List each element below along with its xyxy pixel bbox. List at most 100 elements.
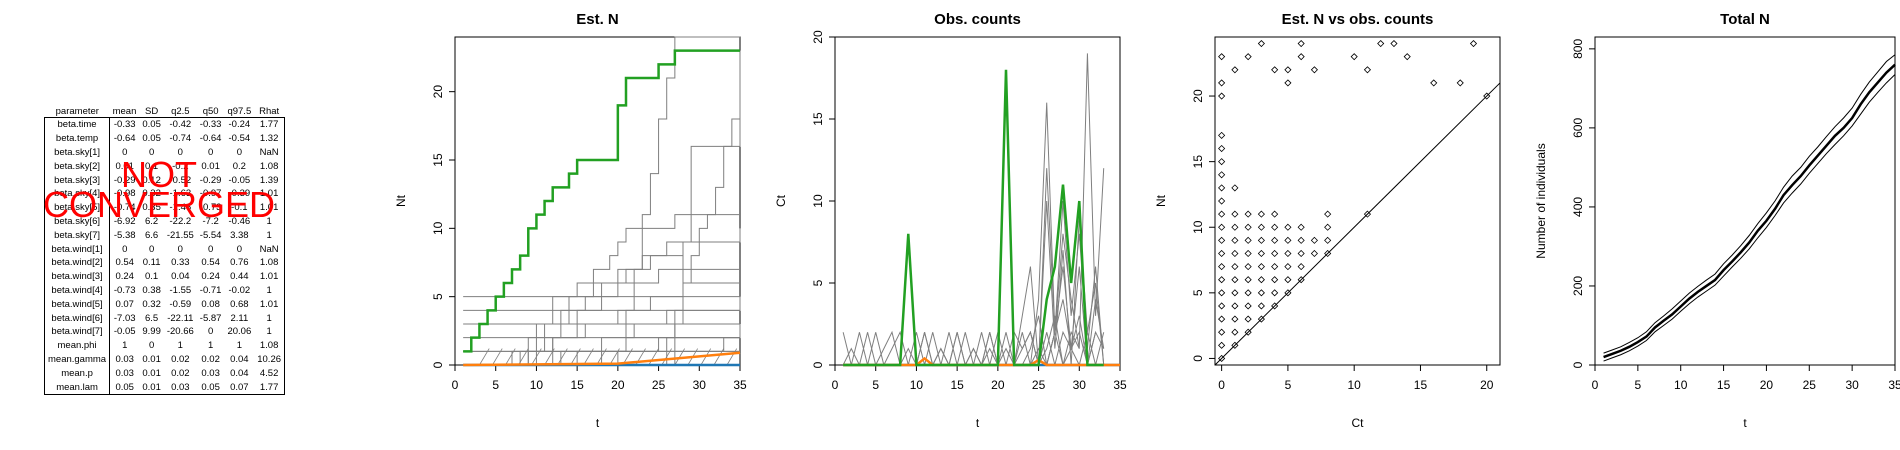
table-row: mean.lam 0.05 0.01 0.03 0.05 0.07 1.77 bbox=[45, 380, 284, 394]
x-tick-label: 35 bbox=[1888, 378, 1900, 392]
table-value-cell: -20.66 bbox=[166, 326, 194, 338]
scatter-point bbox=[1244, 328, 1252, 336]
table-value-cell: 0.02 bbox=[171, 367, 190, 379]
table-value-cell: 0.44 bbox=[230, 271, 249, 283]
y-axis-label: Ct bbox=[774, 194, 788, 207]
table-value-cell: 0.35 bbox=[142, 202, 161, 214]
y-tick-label: 5 bbox=[431, 293, 445, 300]
y-tick-label: 20 bbox=[811, 30, 825, 44]
scatter-point bbox=[1297, 39, 1305, 48]
x-tick-label: 5 bbox=[492, 378, 499, 392]
table-value-cell: -0.64 bbox=[199, 133, 222, 145]
table-row: beta.sky[1] 0 0 0 0 0 NaN bbox=[45, 145, 284, 160]
scatter-point bbox=[1284, 66, 1292, 74]
table-row: beta.wind[2] 0.54 0.11 0.33 0.54 0.76 1.08 bbox=[45, 255, 284, 270]
table-row: beta.wind[1] 0 0 0 0 0 NaN bbox=[45, 242, 284, 256]
table-value-cell: 4.52 bbox=[259, 367, 279, 379]
upper-bound-line bbox=[1603, 54, 1896, 354]
x-tick-label: 5 bbox=[1285, 378, 1292, 392]
table-value-cell: -1.46 bbox=[169, 202, 192, 214]
x-tick-label: 35 bbox=[733, 378, 747, 392]
table-row: beta.sky[4] -0.98 0.32 -1.63 -0.97 -0.39 1.01 bbox=[45, 186, 284, 201]
scatter-point bbox=[1271, 289, 1279, 297]
parameter-name-cell: beta.sky[7] bbox=[45, 228, 111, 243]
table-value-cell: 0.54 bbox=[201, 257, 220, 269]
table-value-cell: -0.1 bbox=[231, 202, 248, 214]
scatter-point bbox=[1244, 223, 1252, 231]
x-tick-label: 10 bbox=[530, 378, 544, 392]
table-header-row: parameter mean SD q2.5 q50 q97.5 Rhat bbox=[45, 105, 284, 118]
scatter-point bbox=[1350, 53, 1358, 61]
scatter-point bbox=[1244, 302, 1252, 310]
scatter-point bbox=[1231, 302, 1239, 310]
table-value-cell: 9.99 bbox=[142, 326, 161, 338]
parameter-name-cell: beta.sky[6] bbox=[45, 214, 111, 229]
parameter-table: parameter mean SD q2.5 q50 q97.5 Rhat beta.tim… bbox=[43, 105, 286, 395]
lower-bound-line bbox=[1603, 74, 1896, 362]
table-value-cell: 1.01 bbox=[259, 202, 279, 214]
scatter-point bbox=[1218, 144, 1226, 153]
scatter-point bbox=[1257, 289, 1265, 297]
x-tick-label: 5 bbox=[872, 378, 879, 392]
table-value-cell: 0.04 bbox=[230, 353, 249, 365]
table-value-cell: -0.05 bbox=[228, 174, 251, 186]
table-value-cell: 0.05 bbox=[201, 381, 220, 393]
scatter-point bbox=[1324, 249, 1332, 258]
y-tick-label: 10 bbox=[1191, 220, 1205, 234]
x-tick-label: 20 bbox=[611, 378, 625, 392]
table-value-cell: 20.06 bbox=[227, 326, 252, 338]
scatter-point bbox=[1244, 210, 1252, 218]
table-value-cell: 0.03 bbox=[171, 381, 190, 393]
table-header-cell: q2.5 bbox=[171, 106, 190, 117]
parameter-name-cell: mean.lam bbox=[45, 380, 111, 394]
scatter-point bbox=[1310, 66, 1318, 74]
table-value-cell: 1.32 bbox=[259, 133, 279, 145]
table-value-cell: -0.29 bbox=[113, 174, 136, 186]
parameter-name-cell: beta.wind[5] bbox=[45, 297, 111, 312]
parameter-name-cell: beta.time bbox=[45, 118, 111, 132]
gray-series-group bbox=[463, 36, 741, 366]
table-value-cell: 0 bbox=[177, 146, 183, 158]
table-value-cell: 0 bbox=[177, 243, 183, 255]
scatter-point bbox=[1297, 223, 1305, 231]
scatter-point bbox=[1377, 39, 1385, 48]
table-row: beta.time -0.33 0.05 -0.42 -0.33 -0.24 1.77 bbox=[45, 118, 284, 132]
table-value-cell: 1.77 bbox=[259, 381, 279, 393]
scatter-point bbox=[1218, 263, 1226, 271]
table-value-cell: 0.01 bbox=[142, 367, 161, 379]
table-value-cell: 0 bbox=[122, 243, 128, 255]
table-value-cell: -0.64 bbox=[113, 133, 136, 145]
est-n-chart: Est. N t Nt 0 5 10 15 20 25 30 35 0 5 10 15 20 bbox=[394, 11, 747, 430]
scatter-point bbox=[1231, 263, 1239, 271]
table-row: mean.gamma 0.03 0.01 0.02 0.02 0.04 10.26 bbox=[45, 352, 284, 367]
scatter-point bbox=[1231, 249, 1239, 258]
table-value-cell: 0 bbox=[207, 146, 214, 158]
plot-frame bbox=[834, 36, 1121, 366]
table-value-cell: 0 bbox=[148, 146, 155, 158]
x-tick-label: 15 bbox=[1717, 378, 1731, 392]
table-value-cell: -7.03 bbox=[113, 312, 136, 324]
scatter-point bbox=[1257, 223, 1265, 231]
table-value-cell: -0.02 bbox=[228, 284, 251, 296]
scatter-point bbox=[1271, 263, 1279, 271]
table-value-cell: 0.54 bbox=[115, 257, 134, 269]
table-value-cell: 1 bbox=[266, 215, 272, 227]
x-tick-label: 0 bbox=[832, 378, 839, 392]
total-n-chart: Total N t Number of individuals 0 5 10 15 20 25 3… bbox=[1534, 11, 1900, 430]
parameter-name-cell: mean.gamma bbox=[45, 352, 111, 367]
table-value-cell: 0.01 bbox=[115, 160, 134, 172]
table-value-cell: -7.2 bbox=[202, 215, 219, 227]
scatter-point bbox=[1430, 79, 1438, 87]
scatter-point bbox=[1244, 53, 1252, 61]
parameter-name-cell: beta.wind[2] bbox=[45, 255, 111, 270]
scatter-point bbox=[1244, 315, 1252, 323]
table-value-cell: -21.55 bbox=[166, 229, 194, 241]
table-value-cell: 0 bbox=[207, 326, 214, 338]
table-value-cell: 0.24 bbox=[201, 271, 220, 283]
scatter-point bbox=[1231, 236, 1239, 244]
table-value-cell: 6.2 bbox=[145, 215, 159, 227]
gray-series-line bbox=[1029, 53, 1105, 366]
table-value-cell: NaN bbox=[259, 146, 279, 158]
table-value-cell: -0.97 bbox=[199, 188, 222, 200]
table-header-cell: SD bbox=[145, 106, 159, 117]
